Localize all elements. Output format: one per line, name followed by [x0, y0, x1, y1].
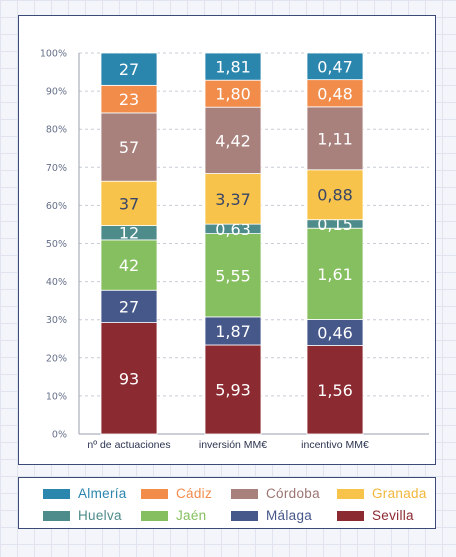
- data-label: 12: [119, 224, 139, 243]
- data-label: 23: [119, 90, 139, 109]
- bar-segment: [306, 52, 364, 81]
- legend-label: Almería: [78, 486, 127, 501]
- data-label: 1,80: [215, 85, 251, 104]
- legend-item: Sevilla: [337, 508, 414, 523]
- legend-label: Sevilla: [372, 508, 414, 523]
- chart-panel: 0% 10% 20% 30% 40% 50% 60% 70% 80% 90% 100% 93 27 42 1…: [18, 15, 436, 465]
- bar-segment: [100, 112, 158, 182]
- y-tick-label: 20%: [46, 353, 67, 364]
- bar-segment: [306, 169, 364, 221]
- legend-item: Jaén: [141, 508, 206, 523]
- legend-label: Córdoba: [266, 486, 320, 501]
- data-label: 57: [119, 138, 139, 157]
- stacked-bar-chart: 0% 10% 20% 30% 40% 50% 60% 70% 80% 90% 100% 93 27 42 1…: [40, 49, 429, 451]
- bar-segment: [100, 239, 158, 291]
- data-label: 27: [119, 60, 139, 79]
- data-label: 0,46: [317, 324, 353, 343]
- chart-legend: Almería Cádiz Córdoba Granada Huelva Jaén Mála…: [18, 477, 436, 529]
- data-label: 1,56: [317, 381, 353, 400]
- data-label: 0,48: [317, 84, 353, 103]
- y-tick-label: 10%: [46, 391, 67, 402]
- bar-segment: [204, 106, 262, 174]
- data-label: 27: [119, 297, 139, 316]
- y-tick-label: 80%: [46, 125, 67, 136]
- legend-swatch: [141, 488, 168, 499]
- data-label: 1,81: [215, 58, 251, 77]
- legend-item: Málaga: [231, 508, 312, 523]
- y-tick-label: 0%: [52, 430, 67, 441]
- data-label: 37: [119, 194, 139, 213]
- legend-item: Almería: [43, 486, 127, 501]
- y-tick-label: 40%: [46, 277, 67, 288]
- x-tick-label: incentivo MM€: [301, 439, 369, 451]
- data-label: 3,37: [215, 190, 251, 209]
- bar-segment: [306, 345, 364, 435]
- legend-swatch: [231, 488, 258, 499]
- data-label: 1,61: [317, 265, 353, 284]
- bar-segment: [204, 344, 262, 435]
- bar-segment: [100, 84, 158, 114]
- bar-segment: [100, 322, 158, 435]
- bar-segment: [204, 52, 262, 81]
- bar-segment: [204, 79, 262, 108]
- y-tick-label: 100%: [40, 49, 67, 60]
- legend-item: Córdoba: [231, 486, 320, 501]
- bar-segment: [204, 233, 262, 318]
- data-label: 5,93: [215, 380, 251, 399]
- x-tick-label: inversión MM€: [199, 439, 267, 451]
- bar-segment: [306, 106, 364, 171]
- legend-swatch: [337, 510, 364, 521]
- data-label: 93: [119, 369, 139, 388]
- legend-label: Granada: [372, 486, 427, 501]
- legend-swatch: [141, 510, 168, 521]
- bar-segment: [306, 319, 364, 346]
- legend-swatch: [43, 510, 70, 521]
- legend-swatch: [43, 488, 70, 499]
- y-tick-label: 30%: [46, 315, 67, 326]
- y-tick-label: 60%: [46, 201, 67, 212]
- data-label: 5,55: [215, 266, 251, 285]
- data-label: 1,87: [215, 322, 251, 341]
- bar-segment: [204, 316, 262, 346]
- legend-swatch: [231, 510, 258, 521]
- legend-label: Jaén: [176, 508, 207, 523]
- legend-label: Huelva: [78, 508, 122, 523]
- data-label: 0,88: [317, 186, 353, 205]
- bar-segment: [306, 227, 364, 320]
- x-tick-label: nº de actuaciones: [87, 439, 170, 451]
- y-tick-label: 90%: [46, 87, 67, 98]
- legend-item: Huelva: [43, 508, 122, 523]
- bar-segment: [100, 180, 158, 226]
- data-label: 1,11: [317, 129, 353, 148]
- y-tick-label: 50%: [46, 239, 67, 250]
- legend-swatch: [337, 488, 364, 499]
- bar-segment: [204, 173, 262, 225]
- data-label: 42: [119, 256, 139, 275]
- bar-segment: [100, 52, 158, 86]
- y-tick-label: 70%: [46, 163, 67, 174]
- legend-item: Cádiz: [141, 486, 212, 501]
- legend-label: Málaga: [266, 508, 313, 523]
- data-label: 0,63: [215, 220, 251, 239]
- legend-item: Granada: [337, 486, 427, 501]
- data-label: 4,42: [215, 131, 251, 150]
- legend-label: Cádiz: [176, 486, 213, 501]
- data-label: 0,47: [317, 57, 353, 76]
